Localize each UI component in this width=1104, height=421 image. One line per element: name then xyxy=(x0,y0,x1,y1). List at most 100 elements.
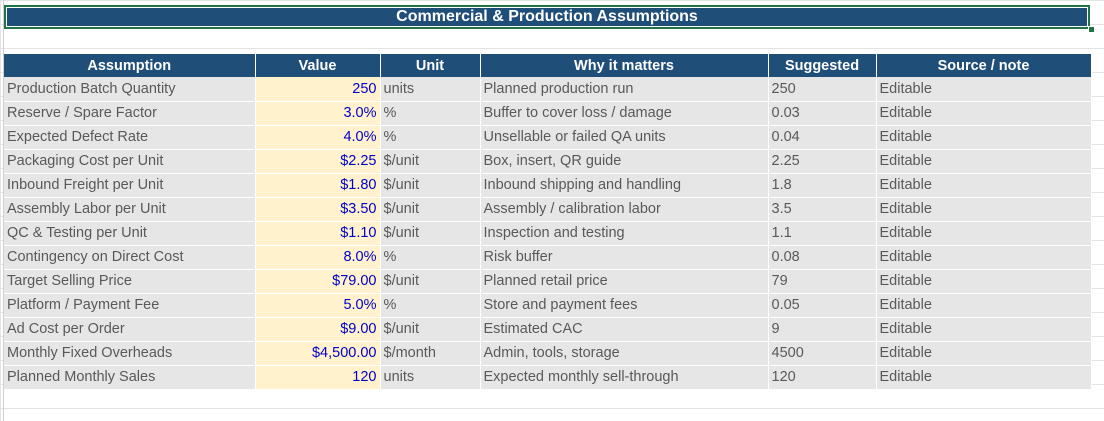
col-header-suggested[interactable]: Suggested xyxy=(768,54,877,77)
cell-source[interactable]: Editable xyxy=(876,317,1092,342)
cell-assumption[interactable]: Contingency on Direct Cost xyxy=(4,245,256,270)
cell-assumption[interactable]: Monthly Fixed Overheads xyxy=(4,341,256,366)
cell-suggested[interactable]: 1.8 xyxy=(768,173,877,198)
sheet-title-cell[interactable]: Commercial & Production Assumptions xyxy=(4,5,1090,29)
cell-source[interactable]: Editable xyxy=(876,365,1092,390)
cell-why[interactable]: Risk buffer xyxy=(480,245,769,270)
cell-why[interactable]: Assembly / calibration labor xyxy=(480,197,769,222)
cell-unit[interactable]: $/unit xyxy=(380,317,481,342)
cell-source[interactable]: Editable xyxy=(876,341,1092,366)
cell-assumption[interactable]: Planned Monthly Sales xyxy=(4,365,256,390)
table-row: Ad Cost per Order $9.00 $/unit Estimated CA… xyxy=(4,317,1092,342)
table-row: Production Batch Quantity 250 units Planned… xyxy=(4,77,1092,102)
cell-source[interactable]: Editable xyxy=(876,245,1092,270)
cell-source[interactable]: Editable xyxy=(876,197,1092,222)
cell-assumption[interactable]: Target Selling Price xyxy=(4,269,256,294)
cell-assumption[interactable]: Platform / Payment Fee xyxy=(4,293,256,318)
cell-unit[interactable]: $/month xyxy=(380,341,481,366)
cell-unit[interactable]: $/unit xyxy=(380,173,481,198)
table-row: Target Selling Price $79.00 $/unit Planned … xyxy=(4,269,1092,294)
cell-suggested[interactable]: 2.25 xyxy=(768,149,877,174)
cell-why[interactable]: Estimated CAC xyxy=(480,317,769,342)
table-row: Assembly Labor per Unit $3.50 $/unit Assemb… xyxy=(4,197,1092,222)
cell-unit[interactable]: % xyxy=(380,245,481,270)
cell-value[interactable]: 4.0% xyxy=(255,125,381,150)
cell-why[interactable]: Unsellable or failed QA units xyxy=(480,125,769,150)
cell-suggested[interactable]: 1.1 xyxy=(768,221,877,246)
cell-source[interactable]: Editable xyxy=(876,221,1092,246)
cell-why[interactable]: Inspection and testing xyxy=(480,221,769,246)
table-row: Monthly Fixed Overheads $4,500.00 $/month A… xyxy=(4,341,1092,366)
cell-assumption[interactable]: Reserve / Spare Factor xyxy=(4,101,256,126)
table-row: Platform / Payment Fee 5.0%% Store and pay… xyxy=(4,293,1092,318)
cell-why[interactable]: Admin, tools, storage xyxy=(480,341,769,366)
cell-assumption[interactable]: Packaging Cost per Unit xyxy=(4,149,256,174)
table-row: Inbound Freight per Unit $1.80 $/unit Inbou… xyxy=(4,173,1092,198)
cell-value[interactable]: $9.00 xyxy=(255,317,381,342)
col-header-source[interactable]: Source / note xyxy=(876,54,1092,77)
cell-why[interactable]: Expected monthly sell-through xyxy=(480,365,769,390)
cell-why[interactable]: Planned production run xyxy=(480,77,769,102)
cell-why[interactable]: Box, insert, QR guide xyxy=(480,149,769,174)
cell-suggested[interactable]: 79 xyxy=(768,269,877,294)
cell-unit[interactable]: units xyxy=(380,77,481,102)
cell-assumption[interactable]: Expected Defect Rate xyxy=(4,125,256,150)
cell-suggested[interactable]: 4500 xyxy=(768,341,877,366)
table-row: Reserve / Spare Factor 3.0%% Buffer to cov… xyxy=(4,101,1092,126)
col-header-unit[interactable]: Unit xyxy=(380,54,481,77)
cell-why[interactable]: Buffer to cover loss / damage xyxy=(480,101,769,126)
cell-unit[interactable]: $/unit xyxy=(380,269,481,294)
sheet-left-edge xyxy=(3,0,4,421)
cell-source[interactable]: Editable xyxy=(876,269,1092,294)
cell-value[interactable]: 3.0% xyxy=(255,101,381,126)
fill-handle[interactable] xyxy=(1088,26,1095,33)
cell-unit[interactable]: % xyxy=(380,293,481,318)
cell-why[interactable]: Planned retail price xyxy=(480,269,769,294)
cell-source[interactable]: Editable xyxy=(876,101,1092,126)
cell-unit[interactable]: % xyxy=(380,101,481,126)
cell-value[interactable]: $1.80 xyxy=(255,173,381,198)
cell-unit[interactable]: $/unit xyxy=(380,149,481,174)
cell-source[interactable]: Editable xyxy=(876,149,1092,174)
cell-why[interactable]: Inbound shipping and handling xyxy=(480,173,769,198)
cell-value[interactable]: $3.50 xyxy=(255,197,381,222)
col-header-assumption[interactable]: Assumption xyxy=(4,54,256,77)
cell-assumption[interactable]: QC & Testing per Unit xyxy=(4,221,256,246)
cell-value[interactable]: 250 xyxy=(255,77,381,102)
cell-suggested[interactable]: 0.08 xyxy=(768,245,877,270)
cell-source[interactable]: Editable xyxy=(876,77,1092,102)
sheet-title: Commercial & Production Assumptions xyxy=(396,8,698,25)
cell-unit[interactable]: % xyxy=(380,125,481,150)
cell-source[interactable]: Editable xyxy=(876,125,1092,150)
cell-suggested[interactable]: 250 xyxy=(768,77,877,102)
table-row: QC & Testing per Unit $1.10 $/unit Inspecti… xyxy=(4,221,1092,246)
table-row: Expected Defect Rate 4.0%% Unsellable or f… xyxy=(4,125,1092,150)
cell-value[interactable]: 5.0% xyxy=(255,293,381,318)
cell-value[interactable]: 120 xyxy=(255,365,381,390)
cell-assumption[interactable]: Inbound Freight per Unit xyxy=(4,173,256,198)
table-row: Packaging Cost per Unit $2.25 $/unit Box, i… xyxy=(4,149,1092,174)
col-header-why[interactable]: Why it matters xyxy=(480,54,769,77)
cell-suggested[interactable]: 0.05 xyxy=(768,293,877,318)
cell-source[interactable]: Editable xyxy=(876,173,1092,198)
cell-unit[interactable]: $/unit xyxy=(380,221,481,246)
cell-value[interactable]: $79.00 xyxy=(255,269,381,294)
cell-value[interactable]: $2.25 xyxy=(255,149,381,174)
cell-suggested[interactable]: 0.04 xyxy=(768,125,877,150)
cell-suggested[interactable]: 9 xyxy=(768,317,877,342)
cell-value[interactable]: $4,500.00 xyxy=(255,341,381,366)
cell-suggested[interactable]: 120 xyxy=(768,365,877,390)
cell-value[interactable]: 8.0% xyxy=(255,245,381,270)
col-header-value[interactable]: Value xyxy=(255,54,381,77)
cell-suggested[interactable]: 0.03 xyxy=(768,101,877,126)
cell-unit[interactable]: units xyxy=(380,365,481,390)
table-row: Contingency on Direct Cost 8.0%% Risk buff… xyxy=(4,245,1092,270)
cell-suggested[interactable]: 3.5 xyxy=(768,197,877,222)
cell-why[interactable]: Store and payment fees xyxy=(480,293,769,318)
cell-unit[interactable]: $/unit xyxy=(380,197,481,222)
cell-assumption[interactable]: Production Batch Quantity xyxy=(4,77,256,102)
cell-source[interactable]: Editable xyxy=(876,293,1092,318)
cell-assumption[interactable]: Ad Cost per Order xyxy=(4,317,256,342)
cell-assumption[interactable]: Assembly Labor per Unit xyxy=(4,197,256,222)
cell-value[interactable]: $1.10 xyxy=(255,221,381,246)
